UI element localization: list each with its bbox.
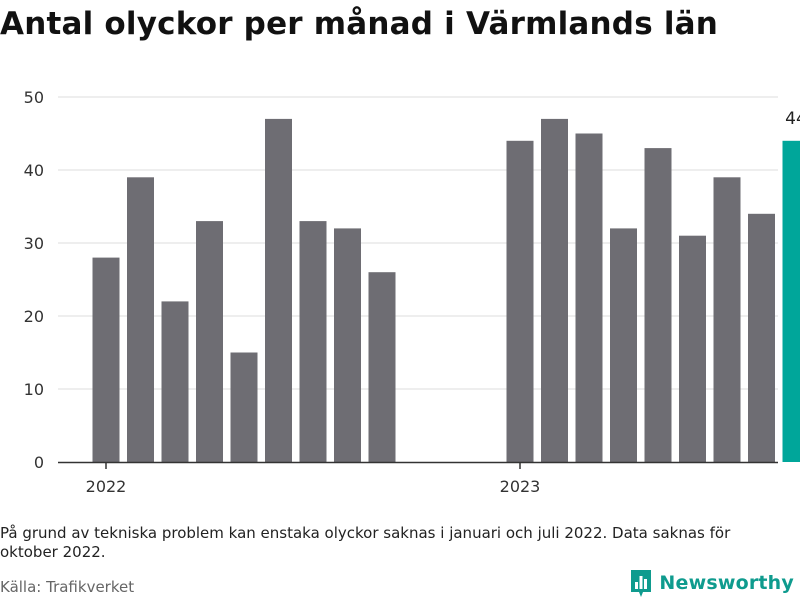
y-tick-label: 10 — [24, 380, 44, 399]
x-tick-label: 2023 — [500, 477, 541, 496]
data-label-highlight: 44 — [785, 109, 800, 129]
bar — [748, 213, 775, 462]
footnote: På grund av tekniska problem kan enstaka… — [0, 524, 731, 561]
source-text: Källa: Trafikverket — [0, 578, 135, 596]
bar — [334, 228, 361, 462]
brand-name: Newsworthy — [659, 572, 794, 594]
bar — [127, 177, 154, 463]
x-tick-label: 2022 — [86, 477, 127, 496]
bar — [230, 352, 258, 462]
labels: 0 10 20 30 40 50 2022 2023 44 — [24, 88, 800, 496]
bar — [368, 272, 396, 462]
bar — [541, 118, 568, 463]
y-tick-label: 20 — [24, 307, 44, 326]
bar — [265, 118, 292, 463]
brand-logo: Newsworthy — [629, 568, 794, 598]
y-tick-label: 0 — [34, 453, 44, 472]
bar-chart-logo-icon — [631, 570, 652, 597]
bar — [575, 133, 603, 462]
bar — [506, 140, 534, 463]
bar — [610, 228, 637, 462]
bars — [92, 118, 800, 463]
bar — [644, 148, 672, 462]
bar — [299, 221, 327, 462]
bar — [713, 177, 741, 463]
y-tick-label: 50 — [24, 88, 44, 107]
bar-chart: 0 10 20 30 40 50 2022 2023 44 — [24, 88, 800, 496]
y-tick-label: 40 — [24, 161, 44, 180]
bar — [679, 235, 706, 462]
bar — [161, 301, 189, 462]
axes — [58, 461, 778, 469]
bar — [92, 257, 120, 462]
y-tick-label: 30 — [24, 234, 44, 253]
chart-title: Antal olyckor per månad i Värmlands län — [0, 6, 719, 42]
bar-highlight — [782, 140, 800, 463]
bar — [196, 221, 223, 462]
